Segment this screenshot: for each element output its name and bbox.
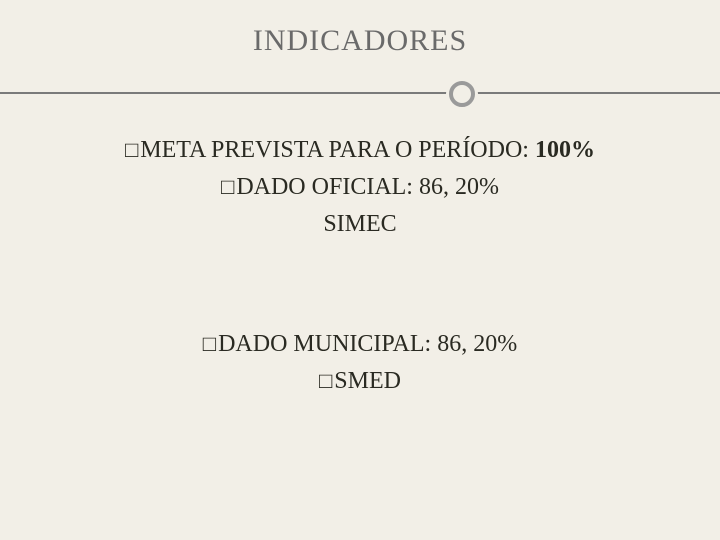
page-title: INDICADORES <box>40 24 680 58</box>
content-block: □META PREVISTA PARA O PERÍODO: 100% □DAD… <box>40 132 680 400</box>
simec-text: SIMEC <box>323 211 396 237</box>
dado-oficial-text: DADO OFICIAL: 86, 20% <box>236 174 499 200</box>
dado-municipal-line: □DADO MUNICIPAL: 86, 20% <box>40 326 680 363</box>
slide: INDICADORES □META PREVISTA PARA O PERÍOD… <box>0 0 720 540</box>
meta-label: META PREVISTA PARA O PERÍODO: <box>140 137 535 163</box>
bullet-icon: □ <box>319 364 332 398</box>
bullet-icon: □ <box>125 133 138 167</box>
dado-municipal-text: DADO MUNICIPAL: 86, 20% <box>218 331 517 357</box>
bullet-icon: □ <box>221 170 234 204</box>
spacer <box>40 244 680 326</box>
meta-value: 100% <box>535 137 595 163</box>
divider-line <box>0 92 720 94</box>
divider-ring-icon <box>449 81 475 107</box>
title-divider <box>40 76 680 112</box>
simec-line: SIMEC <box>40 206 680 243</box>
meta-line: □META PREVISTA PARA O PERÍODO: 100% <box>40 132 680 169</box>
smed-line: □SMED <box>40 363 680 400</box>
dado-oficial-line: □DADO OFICIAL: 86, 20% <box>40 169 680 206</box>
bullet-icon: □ <box>203 327 216 361</box>
smed-text: SMED <box>334 368 401 394</box>
